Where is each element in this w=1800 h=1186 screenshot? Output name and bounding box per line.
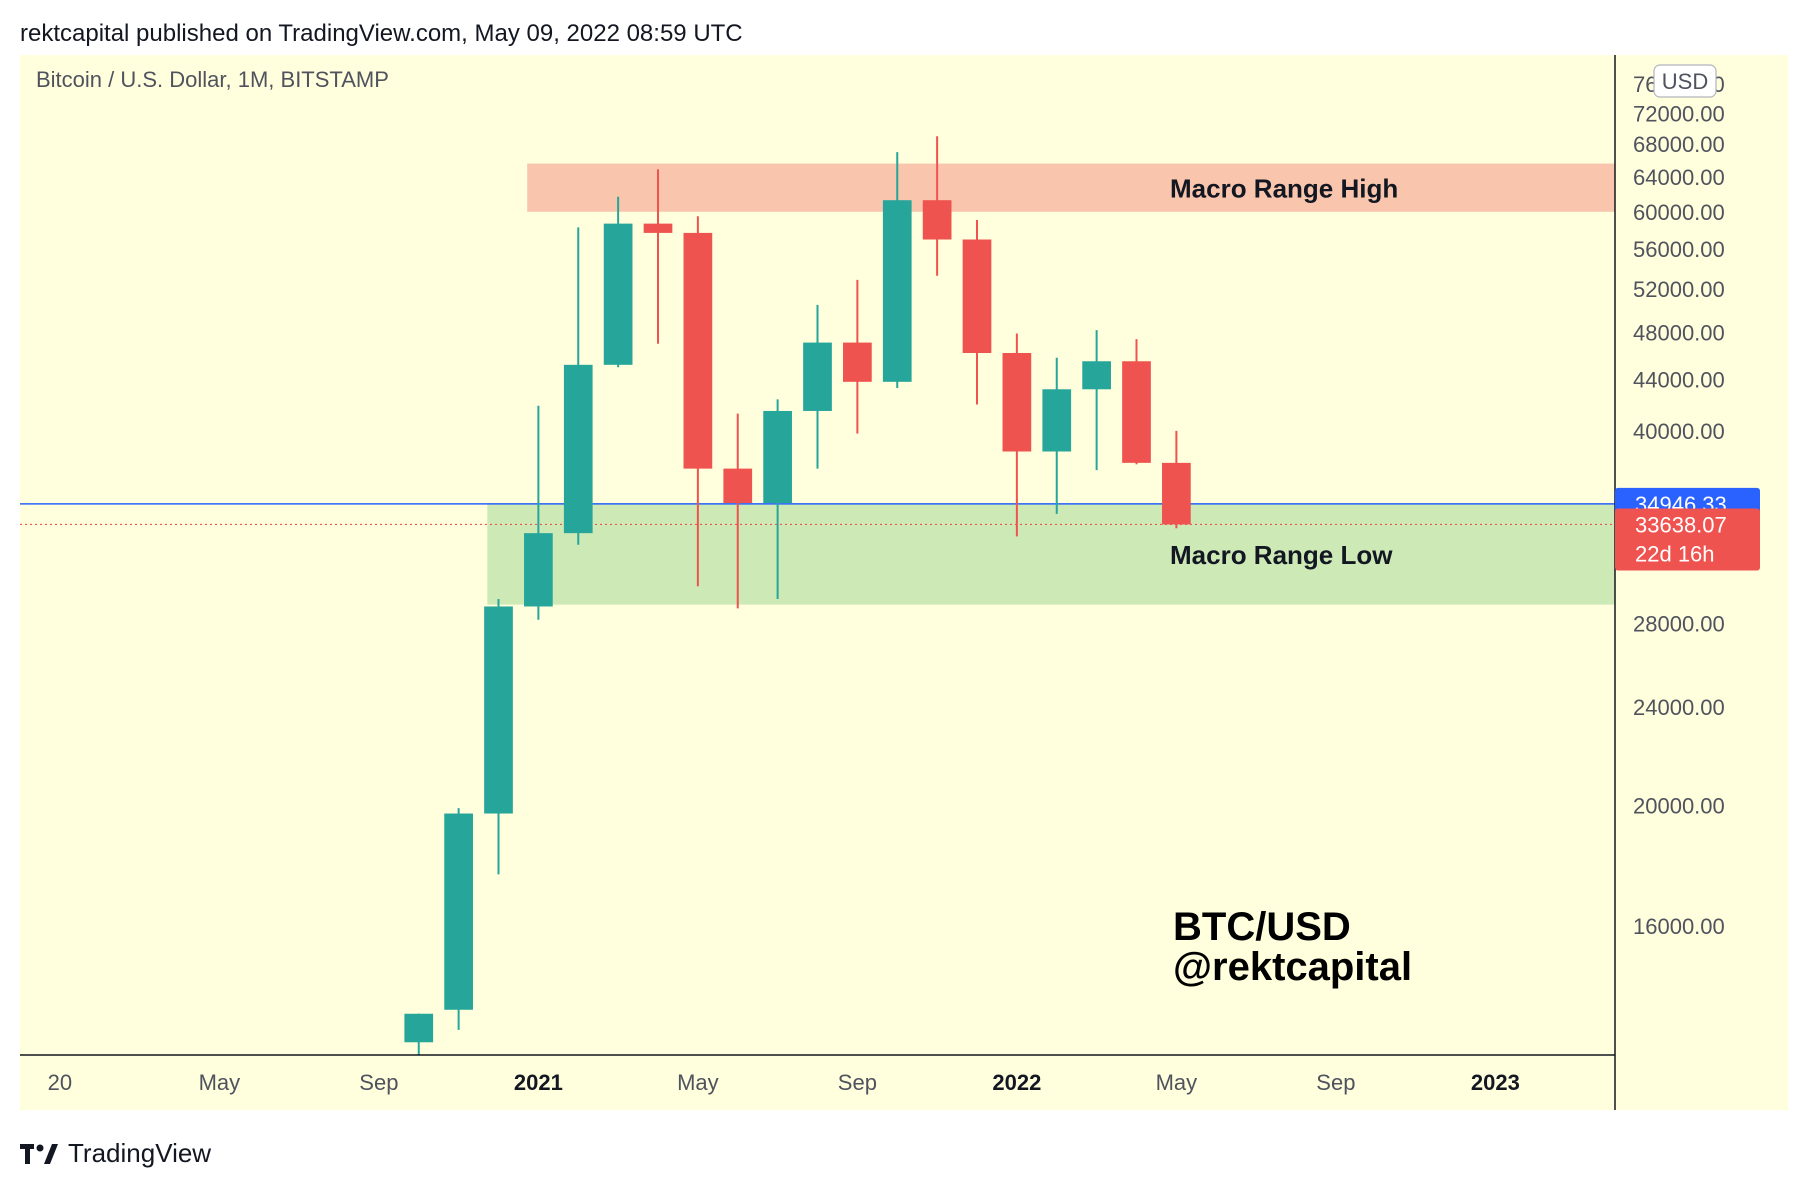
candle-2021-09 <box>843 279 872 434</box>
candle-body <box>683 232 713 469</box>
candle-body <box>962 239 992 353</box>
candle-body <box>524 533 553 607</box>
time-tick-label: May <box>1156 1070 1198 1095</box>
macro-range-low-zone <box>487 503 1616 605</box>
candle-2022-03 <box>1082 330 1111 471</box>
last-price-tag <box>1615 508 1760 571</box>
price-tick-label: 24000.00 <box>1633 695 1725 720</box>
time-tick-label: 2023 <box>1471 1070 1520 1095</box>
candle-body <box>1122 361 1151 463</box>
candle-2020-11 <box>444 808 473 1030</box>
candle-2021-03 <box>603 196 633 368</box>
publish-header: rektcapital published on TradingView.com… <box>20 20 743 47</box>
footer: TradingView <box>20 1138 211 1169</box>
time-tick-label: Sep <box>359 1070 398 1095</box>
candle-body <box>1042 389 1072 452</box>
time-tick-label: 2022 <box>992 1070 1041 1095</box>
currency-label: USD <box>1662 69 1708 94</box>
candle-body <box>843 342 872 382</box>
candle-2021-02 <box>563 227 593 545</box>
tradingview-logo-icon[interactable] <box>20 1142 60 1166</box>
footer-brand[interactable]: TradingView <box>68 1138 212 1168</box>
candle-body <box>1082 361 1111 390</box>
candle-2021-08 <box>803 304 832 469</box>
candle-body <box>763 410 792 504</box>
candle-2022-05 <box>1162 430 1191 529</box>
candle-2021-07 <box>763 399 792 600</box>
candle-body <box>563 364 593 534</box>
candle-body <box>484 606 513 814</box>
macro-range-low-label: Macro Range Low <box>1170 540 1393 570</box>
candle-2021-05 <box>683 216 713 587</box>
candle-2021-12 <box>962 219 992 405</box>
price-tick-label: 40000.00 <box>1633 419 1725 444</box>
last-price-tag-label: 33638.07 <box>1635 512 1727 537</box>
candle-body <box>404 1013 434 1043</box>
candle-2022-02 <box>1042 357 1072 514</box>
candle-2021-10 <box>882 152 912 389</box>
candle-body <box>922 200 952 240</box>
candle-2021-11 <box>922 136 952 276</box>
candle-2022-04 <box>1122 339 1151 465</box>
price-tick-label: 72000.00 <box>1633 101 1725 126</box>
price-tick-label: 52000.00 <box>1633 277 1725 302</box>
candle-body <box>643 223 673 233</box>
candlestick-chart[interactable]: Macro Range High Macro Range Low BTC/USD@r… <box>20 55 1788 1120</box>
chart-frame: Macro Range High Macro Range Low BTC/USD @r… <box>20 55 1788 1120</box>
price-tick-label: 16000.00 <box>1633 914 1725 939</box>
candle-body <box>1162 462 1191 525</box>
price-tick-label: 56000.00 <box>1633 237 1725 262</box>
price-tick-label: 48000.00 <box>1633 320 1725 345</box>
price-tick-label: 28000.00 <box>1633 612 1725 637</box>
candle-2020-12 <box>484 599 513 875</box>
currency-badge-box <box>1653 64 1717 98</box>
price-tick-label: 60000.00 <box>1633 200 1725 225</box>
time-tick-label: Sep <box>838 1070 877 1095</box>
time-tick-label: 2021 <box>514 1070 563 1095</box>
candle-2021-01 <box>524 405 553 620</box>
annotation-0: BTC/USD <box>1173 905 1351 949</box>
candle-body <box>603 223 633 365</box>
currency-badge: USD <box>1653 64 1717 98</box>
candle-2021-06 <box>723 413 753 609</box>
price-tick-label: 68000.00 <box>1633 132 1725 157</box>
time-tick-label: Sep <box>1316 1070 1355 1095</box>
symbol-label: Bitcoin / U.S. Dollar, 1M, BITSTAMP <box>36 67 389 92</box>
candle-body <box>1002 352 1032 452</box>
time-tick-label: 20 <box>48 1070 72 1095</box>
annotation-1: @rektcapital <box>1173 945 1412 989</box>
macro-range-high-zone <box>527 163 1615 212</box>
candle-body <box>723 468 753 504</box>
candle-body <box>803 342 832 411</box>
price-tick-label: 64000.00 <box>1633 165 1725 190</box>
candle-2021-04 <box>643 169 673 344</box>
candle-2020-10 <box>404 1013 434 1055</box>
candle-body <box>444 813 473 1010</box>
time-tick-label: May <box>199 1070 241 1095</box>
time-tick-label: May <box>677 1070 719 1095</box>
countdown-label: 22d 16h <box>1635 541 1715 566</box>
price-tick-label: 44000.00 <box>1633 367 1725 392</box>
price-tick-label: 20000.00 <box>1633 793 1725 818</box>
candle-2022-01 <box>1002 333 1032 537</box>
macro-range-high-label: Macro Range High <box>1170 174 1398 204</box>
candle-body <box>882 200 912 382</box>
